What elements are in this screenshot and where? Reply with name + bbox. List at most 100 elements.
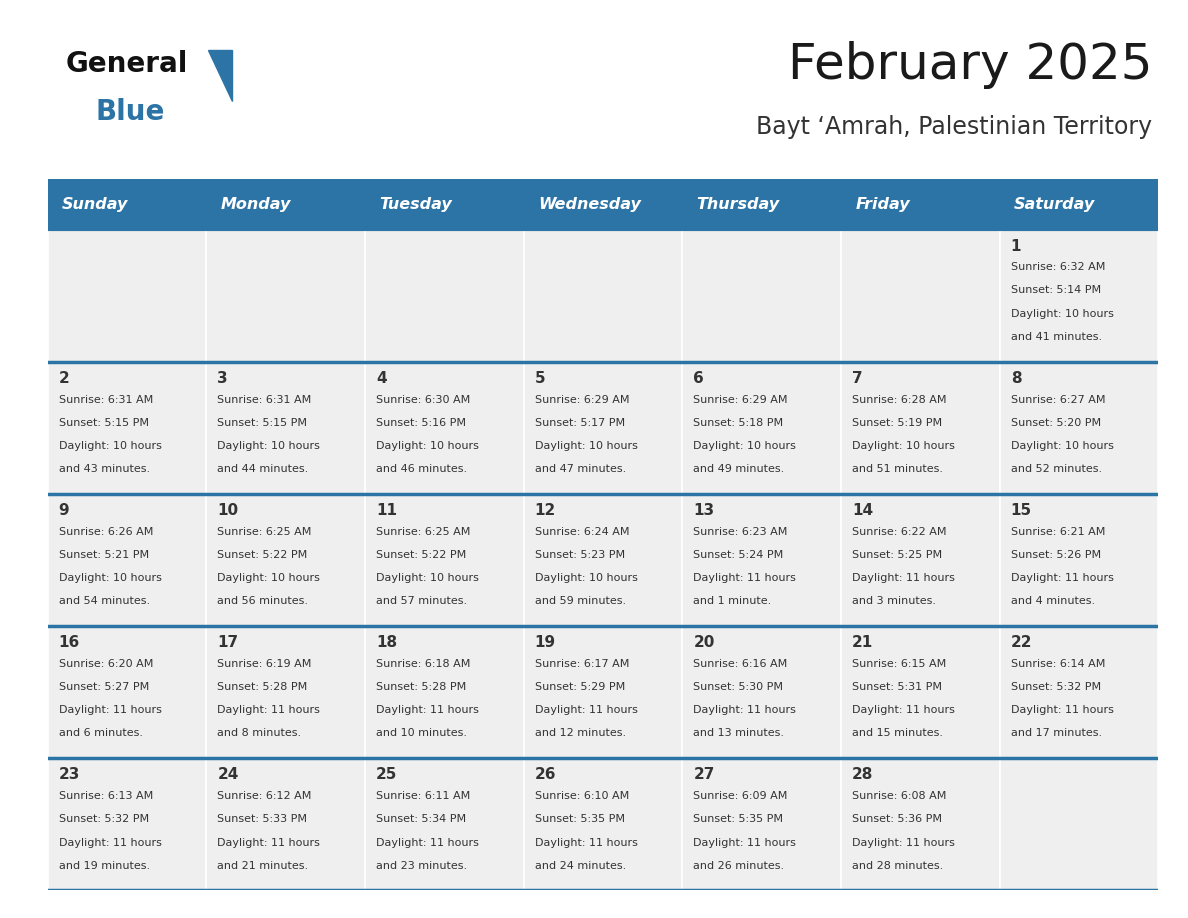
Text: Sunset: 5:20 PM: Sunset: 5:20 PM [1011, 418, 1101, 428]
Text: 17: 17 [217, 635, 239, 650]
Text: Daylight: 10 hours: Daylight: 10 hours [58, 573, 162, 583]
Text: and 4 minutes.: and 4 minutes. [1011, 596, 1095, 606]
Bar [365, 362, 524, 494]
Bar [999, 626, 1158, 758]
Text: Daylight: 10 hours: Daylight: 10 hours [1011, 308, 1113, 319]
Text: Daylight: 11 hours: Daylight: 11 hours [58, 837, 162, 847]
Bar [999, 230, 1158, 362]
Text: Daylight: 11 hours: Daylight: 11 hours [694, 705, 796, 715]
Text: 7: 7 [852, 371, 862, 386]
Bar [524, 179, 682, 230]
Text: and 46 minutes.: and 46 minutes. [375, 464, 467, 474]
Text: 6: 6 [694, 371, 704, 386]
Text: 3: 3 [217, 371, 228, 386]
Text: 12: 12 [535, 503, 556, 518]
Text: Sunset: 5:23 PM: Sunset: 5:23 PM [535, 550, 625, 560]
Text: Sunrise: 6:09 AM: Sunrise: 6:09 AM [694, 791, 788, 801]
Text: Daylight: 11 hours: Daylight: 11 hours [694, 837, 796, 847]
Text: 10: 10 [217, 503, 239, 518]
Text: Sunday: Sunday [62, 196, 128, 212]
Text: Sunset: 5:27 PM: Sunset: 5:27 PM [58, 682, 148, 692]
Text: and 52 minutes.: and 52 minutes. [1011, 464, 1101, 474]
Text: and 47 minutes.: and 47 minutes. [535, 464, 626, 474]
Text: Daylight: 10 hours: Daylight: 10 hours [217, 573, 321, 583]
Text: Sunrise: 6:16 AM: Sunrise: 6:16 AM [694, 659, 788, 669]
Text: Sunrise: 6:10 AM: Sunrise: 6:10 AM [535, 791, 628, 801]
Bar [682, 626, 841, 758]
Text: Wednesday: Wednesday [538, 196, 640, 212]
Text: 8: 8 [1011, 371, 1022, 386]
Text: 15: 15 [1011, 503, 1032, 518]
Text: 4: 4 [375, 371, 386, 386]
Bar [207, 494, 365, 626]
Text: Sunrise: 6:25 AM: Sunrise: 6:25 AM [217, 527, 311, 537]
Text: Daylight: 11 hours: Daylight: 11 hours [375, 705, 479, 715]
Bar [207, 758, 365, 890]
Text: Sunset: 5:29 PM: Sunset: 5:29 PM [535, 682, 625, 692]
Bar [365, 494, 524, 626]
Text: Sunrise: 6:27 AM: Sunrise: 6:27 AM [1011, 395, 1105, 405]
Text: and 28 minutes.: and 28 minutes. [852, 861, 943, 870]
Text: and 24 minutes.: and 24 minutes. [535, 861, 626, 870]
Text: Sunrise: 6:21 AM: Sunrise: 6:21 AM [1011, 527, 1105, 537]
Text: Thursday: Thursday [696, 196, 779, 212]
Text: and 41 minutes.: and 41 minutes. [1011, 331, 1101, 341]
Text: 26: 26 [535, 767, 556, 782]
Text: and 49 minutes.: and 49 minutes. [694, 464, 784, 474]
Text: and 21 minutes.: and 21 minutes. [217, 861, 309, 870]
Text: and 15 minutes.: and 15 minutes. [852, 729, 943, 738]
Text: and 3 minutes.: and 3 minutes. [852, 596, 936, 606]
Text: Friday: Friday [855, 196, 910, 212]
Text: Daylight: 10 hours: Daylight: 10 hours [58, 441, 162, 451]
Text: Sunset: 5:19 PM: Sunset: 5:19 PM [852, 418, 942, 428]
Text: and 23 minutes.: and 23 minutes. [375, 861, 467, 870]
Text: 28: 28 [852, 767, 873, 782]
Text: Sunset: 5:25 PM: Sunset: 5:25 PM [852, 550, 942, 560]
Text: 19: 19 [535, 635, 556, 650]
Bar [999, 362, 1158, 494]
Text: Sunrise: 6:23 AM: Sunrise: 6:23 AM [694, 527, 788, 537]
Text: 14: 14 [852, 503, 873, 518]
Text: and 13 minutes.: and 13 minutes. [694, 729, 784, 738]
Text: Sunrise: 6:31 AM: Sunrise: 6:31 AM [217, 395, 311, 405]
Bar [524, 626, 682, 758]
Text: Sunrise: 6:20 AM: Sunrise: 6:20 AM [58, 659, 153, 669]
Bar [524, 362, 682, 494]
Bar [365, 230, 524, 362]
Text: Daylight: 10 hours: Daylight: 10 hours [852, 441, 955, 451]
Text: Sunrise: 6:25 AM: Sunrise: 6:25 AM [375, 527, 470, 537]
Bar [841, 230, 999, 362]
Text: 24: 24 [217, 767, 239, 782]
Text: Sunrise: 6:12 AM: Sunrise: 6:12 AM [217, 791, 311, 801]
Bar [207, 179, 365, 230]
Text: Sunset: 5:30 PM: Sunset: 5:30 PM [694, 682, 783, 692]
Bar [682, 494, 841, 626]
Text: Sunrise: 6:14 AM: Sunrise: 6:14 AM [1011, 659, 1105, 669]
Text: Sunset: 5:16 PM: Sunset: 5:16 PM [375, 418, 466, 428]
Text: Sunset: 5:18 PM: Sunset: 5:18 PM [694, 418, 783, 428]
Bar [365, 179, 524, 230]
Bar [48, 362, 207, 494]
Text: 1: 1 [1011, 239, 1022, 253]
Bar [48, 626, 207, 758]
Text: February 2025: February 2025 [788, 41, 1152, 89]
Text: and 17 minutes.: and 17 minutes. [1011, 729, 1101, 738]
Text: Sunrise: 6:11 AM: Sunrise: 6:11 AM [375, 791, 470, 801]
Text: Daylight: 10 hours: Daylight: 10 hours [375, 441, 479, 451]
Text: Monday: Monday [221, 196, 291, 212]
Text: Daylight: 11 hours: Daylight: 11 hours [852, 705, 955, 715]
Text: Sunrise: 6:30 AM: Sunrise: 6:30 AM [375, 395, 470, 405]
Bar [682, 179, 841, 230]
Text: Saturday: Saturday [1013, 196, 1095, 212]
Text: 25: 25 [375, 767, 397, 782]
Text: Sunset: 5:22 PM: Sunset: 5:22 PM [217, 550, 308, 560]
Text: Blue: Blue [95, 98, 164, 127]
Text: Sunset: 5:15 PM: Sunset: 5:15 PM [58, 418, 148, 428]
Text: and 51 minutes.: and 51 minutes. [852, 464, 943, 474]
Text: Sunset: 5:31 PM: Sunset: 5:31 PM [852, 682, 942, 692]
Bar [682, 230, 841, 362]
Bar [841, 758, 999, 890]
Text: Sunrise: 6:28 AM: Sunrise: 6:28 AM [852, 395, 947, 405]
Bar [682, 362, 841, 494]
Text: 13: 13 [694, 503, 714, 518]
